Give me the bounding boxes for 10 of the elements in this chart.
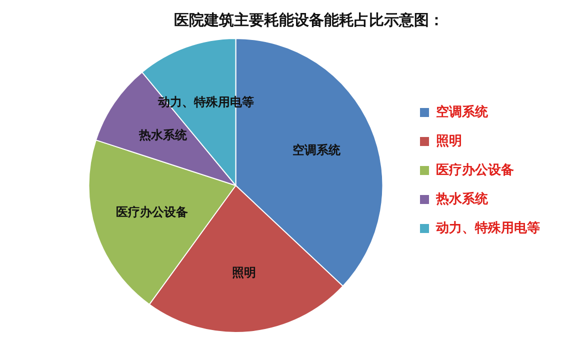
legend-label: 医疗办公设备 — [436, 162, 514, 178]
chart-title: 医院建筑主要耗能设备能耗占比示意图： — [174, 11, 444, 30]
slice-label: 热水系统 — [138, 128, 188, 142]
slice-label: 医疗办公设备 — [116, 205, 188, 220]
legend-label: 动力、特殊用电等 — [435, 220, 540, 236]
slice-label: 空调系统 — [292, 142, 342, 157]
legend-label: 热水系统 — [435, 191, 489, 206]
slice-label: 照明 — [232, 266, 256, 280]
legend-label: 空调系统 — [436, 104, 489, 120]
legend-label: 照明 — [436, 133, 462, 148]
